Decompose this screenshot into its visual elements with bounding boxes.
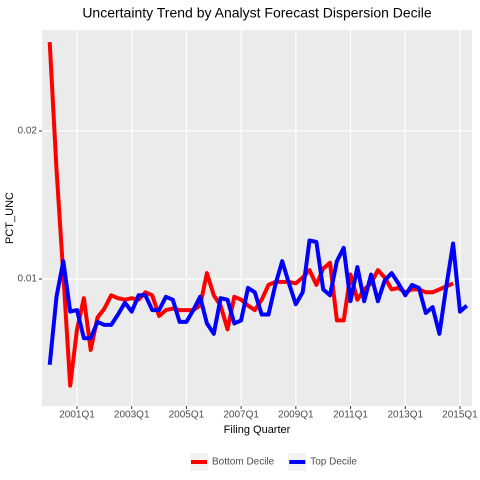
- x-tick-label: 2011Q1: [333, 410, 368, 421]
- chart-title: Uncertainty Trend by Analyst Forecast Di…: [82, 5, 432, 21]
- x-tick-label: 2005Q1: [169, 410, 205, 421]
- lines: [47, 41, 469, 388]
- x-tick-label: 2003Q1: [114, 410, 150, 421]
- legend: Bottom Decile Top Decile: [190, 453, 357, 471]
- x-tick-label: 2009Q1: [278, 410, 314, 421]
- legend-label: Bottom Decile: [212, 457, 275, 468]
- x-axis-title: Filing Quarter: [224, 424, 291, 436]
- x-tick-label: 2007Q1: [223, 410, 259, 421]
- legend-label: Top Decile: [310, 457, 357, 468]
- y-tick-label: 0.01: [18, 274, 38, 285]
- x-tick-label: 2001Q1: [59, 410, 95, 421]
- y-axis-title: PCT_UNC: [4, 192, 16, 244]
- series-line: [47, 238, 469, 365]
- panel: [42, 30, 472, 406]
- y-tick-label: 0.02: [18, 126, 38, 137]
- x-tick-label: 2013Q1: [387, 410, 423, 421]
- x-tick-label: 2015Q1: [442, 410, 478, 421]
- grid: [42, 30, 472, 406]
